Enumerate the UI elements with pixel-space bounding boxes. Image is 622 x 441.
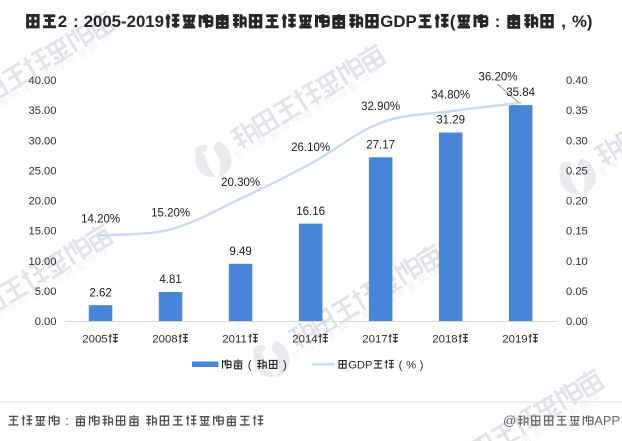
svg-text:2008: 2008: [152, 333, 177, 345]
svg-text:0.05: 0.05: [566, 286, 588, 298]
svg-text::: :: [73, 12, 79, 31]
svg-text:36.20%: 36.20%: [478, 72, 517, 84]
svg-text:%: %: [406, 359, 416, 371]
svg-text:35.84: 35.84: [506, 87, 535, 99]
svg-text:2: 2: [58, 12, 67, 31]
svg-text:2019: 2019: [502, 333, 527, 345]
svg-text:27.17: 27.17: [366, 139, 395, 151]
svg-text:0.20: 0.20: [566, 196, 588, 208]
svg-text:0.00: 0.00: [566, 316, 588, 328]
svg-text:(: (: [399, 359, 403, 371]
svg-text:(: (: [450, 12, 456, 31]
svg-text:26.10%: 26.10%: [291, 142, 330, 154]
svg-text:35.00: 35.00: [29, 105, 57, 117]
svg-text:2014: 2014: [292, 333, 317, 345]
svg-text:2005-2019: 2005-2019: [84, 12, 164, 31]
svg-text:@: @: [503, 413, 516, 428]
svg-text:(: (: [248, 359, 252, 372]
svg-text:0.25: 0.25: [566, 165, 588, 177]
svg-text:): ): [420, 359, 424, 371]
svg-text:10.00: 10.00: [29, 256, 57, 268]
svg-text:32.90%: 32.90%: [361, 101, 400, 113]
svg-text:5.00: 5.00: [35, 286, 57, 298]
svg-text:0.15: 0.15: [566, 226, 588, 238]
svg-text:GDP: GDP: [380, 12, 416, 31]
svg-text:%): %): [572, 12, 593, 31]
svg-text:25.00: 25.00: [29, 165, 57, 177]
svg-text:0.10: 0.10: [566, 256, 588, 268]
svg-text:30.00: 30.00: [29, 135, 57, 147]
svg-text:15.00: 15.00: [29, 226, 57, 238]
svg-text:GDP: GDP: [348, 359, 372, 371]
svg-text:16.16: 16.16: [296, 206, 325, 218]
svg-text:20.00: 20.00: [29, 196, 57, 208]
svg-text:20.30%: 20.30%: [221, 177, 260, 189]
svg-text:2018: 2018: [432, 333, 457, 345]
svg-text:2011: 2011: [222, 333, 247, 345]
svg-text::: :: [65, 413, 69, 428]
svg-text:40.00: 40.00: [29, 75, 57, 87]
svg-text::: :: [495, 12, 501, 31]
svg-text:APP: APP: [594, 413, 620, 428]
svg-text:0.40: 0.40: [566, 75, 588, 87]
svg-text:): ): [283, 359, 287, 372]
svg-text:14.20%: 14.20%: [81, 214, 120, 226]
svg-text:15.20%: 15.20%: [151, 208, 190, 220]
svg-text:31.29: 31.29: [436, 115, 465, 127]
svg-text:2005: 2005: [82, 333, 107, 345]
svg-text:0.35: 0.35: [566, 105, 588, 117]
svg-text:9.49: 9.49: [229, 246, 251, 258]
svg-text:,: ,: [561, 12, 566, 31]
svg-text:0.30: 0.30: [566, 135, 588, 147]
svg-text:0.00: 0.00: [35, 316, 57, 328]
svg-text:34.80%: 34.80%: [431, 90, 470, 102]
svg-text:2.62: 2.62: [89, 287, 111, 299]
svg-text:4.81: 4.81: [159, 274, 181, 286]
svg-text:2017: 2017: [362, 333, 387, 345]
